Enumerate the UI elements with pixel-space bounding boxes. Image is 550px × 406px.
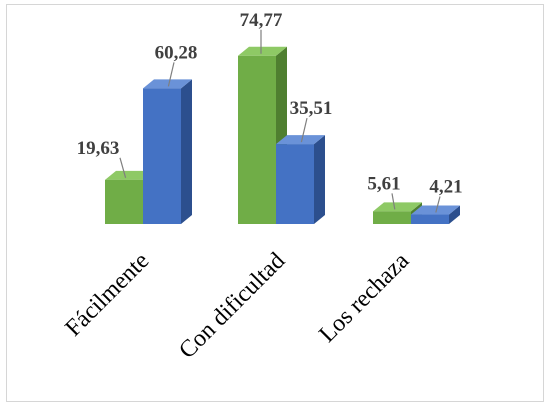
leader-line-s2-3 bbox=[435, 196, 441, 213]
bar-s1-1 bbox=[105, 179, 143, 224]
category-label-1: Fácilmente bbox=[60, 248, 154, 342]
data-label-s1-2: 74,77 bbox=[240, 10, 283, 31]
bar-s2-2-top bbox=[276, 135, 325, 145]
leader-line-s1-3 bbox=[391, 193, 396, 210]
bar-s2-1-top bbox=[143, 79, 192, 89]
bar-s2-2-side bbox=[314, 135, 325, 224]
bar-s2-3-side bbox=[449, 205, 460, 224]
bar-s2-1 bbox=[143, 88, 181, 225]
bar-s1-1-top bbox=[105, 170, 154, 180]
data-label-s2-1: 60,28 bbox=[155, 42, 198, 63]
bar-s1-2 bbox=[238, 55, 276, 224]
data-label-s1-3: 5,61 bbox=[367, 173, 400, 194]
data-label-s1-1: 19,63 bbox=[77, 138, 120, 159]
category-label-2: Con dificultad bbox=[174, 248, 290, 364]
bar-s2-3-top bbox=[411, 205, 460, 215]
bar-s2-1-side bbox=[181, 79, 192, 225]
bar-s1-3 bbox=[373, 211, 411, 224]
bar-s1-2-top bbox=[238, 46, 287, 56]
leader-line-s2-1 bbox=[167, 62, 175, 87]
bar-s2-3 bbox=[411, 214, 449, 224]
data-label-s2-3: 4,21 bbox=[429, 177, 462, 198]
leader-line-s2-2 bbox=[300, 117, 308, 143]
category-label-3: Los rechaza bbox=[314, 248, 414, 348]
data-label-s2-2: 35,51 bbox=[290, 98, 333, 119]
bar-s2-2 bbox=[276, 144, 314, 224]
bar-s1-3-top bbox=[373, 202, 422, 212]
leader-line-s1-1 bbox=[119, 157, 127, 178]
